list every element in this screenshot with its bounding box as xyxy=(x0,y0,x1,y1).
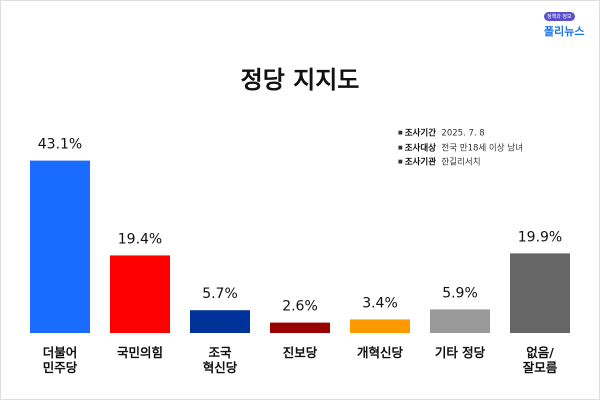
category-label: 개혁신당 xyxy=(356,345,403,360)
bar xyxy=(350,319,410,333)
bar xyxy=(430,309,490,333)
logo-sub: 정책과 정보 xyxy=(544,12,575,21)
info-row-target: 조사대상 전국 만18세 이상 남녀 xyxy=(398,141,523,156)
data-label: 2.6% xyxy=(282,299,318,315)
info-label: 조사기간 xyxy=(404,128,437,139)
bar xyxy=(110,255,170,333)
info-row-period: 조사기간 2025. 7. 8 xyxy=(398,126,523,141)
bar xyxy=(30,160,90,333)
bar xyxy=(510,253,570,333)
info-value: 전국 만18세 이상 남녀 xyxy=(441,143,523,153)
survey-info: 조사기간 2025. 7. 8 조사대상 전국 만18세 이상 남녀 조사기관 … xyxy=(398,126,523,170)
info-label: 조사기관 xyxy=(404,157,437,168)
data-label: 43.1% xyxy=(38,137,82,153)
category-label: 없음/ 잘모름 xyxy=(522,345,558,375)
data-label: 19.4% xyxy=(118,231,162,247)
category-label: 더불어 민주당 xyxy=(42,345,78,375)
category-label: 기타 정당 xyxy=(434,345,486,360)
category-label: 국민의힘 xyxy=(116,345,163,360)
logo-main: 폴리뉴스 xyxy=(544,25,585,38)
info-value: 2025. 7. 8 xyxy=(441,128,485,139)
category-label: 진보당 xyxy=(282,345,318,360)
bar xyxy=(190,310,250,333)
data-label: 3.4% xyxy=(362,295,398,311)
chart-title: 정당 지지도 xyxy=(240,66,360,94)
info-label: 조사대상 xyxy=(404,143,437,153)
data-label: 19.9% xyxy=(518,229,562,245)
data-label: 5.7% xyxy=(202,286,238,302)
data-label: 5.9% xyxy=(442,285,478,301)
info-value: 한길리서치 xyxy=(441,157,481,168)
category-label: 조국 혁신당 xyxy=(202,345,238,375)
polinews-logo: 정책과 정보 폴리뉴스 xyxy=(534,12,594,44)
bar xyxy=(270,322,330,333)
info-row-agency: 조사기관 한길리서치 xyxy=(398,155,523,170)
